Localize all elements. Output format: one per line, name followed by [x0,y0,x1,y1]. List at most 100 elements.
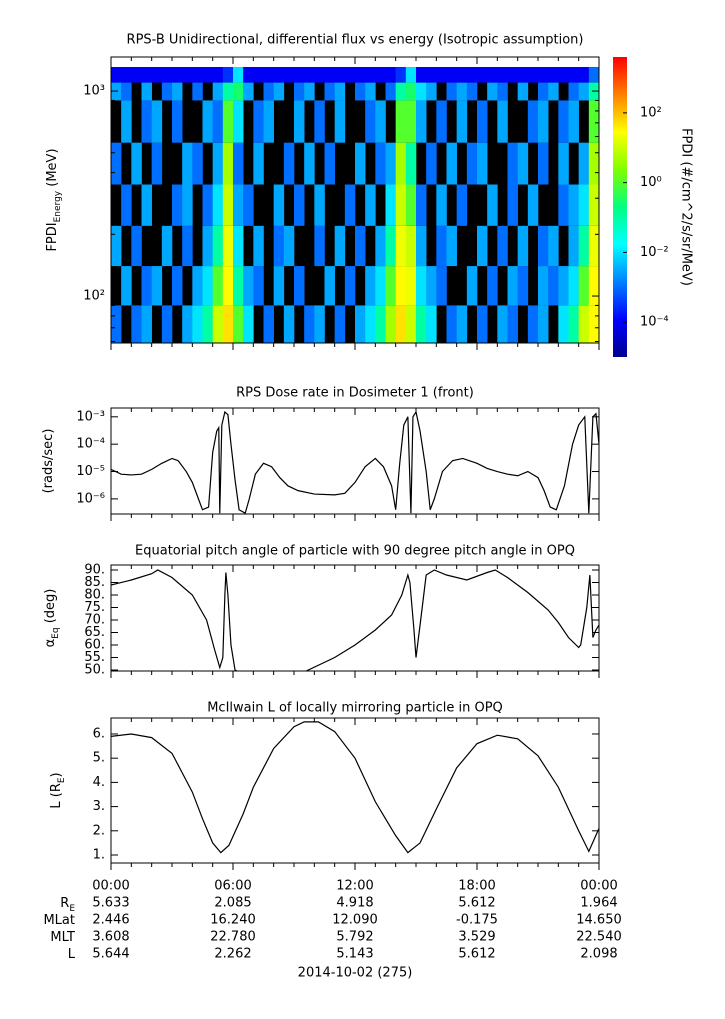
heatmap-cell [538,266,549,306]
heatmap-cell [395,305,407,343]
heatmap-cell [192,82,203,101]
heatmap-cell [578,225,590,267]
heatmap-cell [253,67,264,83]
heatmap-cell [294,82,305,101]
heatmap-cell [172,266,183,306]
y-axis-label-unit: (deg) [43,589,58,628]
heatmap-cell [568,67,579,83]
ephemeris-value: 12.090 [332,913,378,928]
heatmap-cell [375,100,386,143]
heatmap-cell [578,305,590,343]
heatmap-cell [233,184,244,226]
heatmap-cell [212,100,224,143]
ephemeris-value: 5.612 [458,896,495,911]
heatmap-cell [111,225,122,267]
heatmap-cell [121,266,132,306]
heatmap-cell [588,67,600,83]
ephemeris-label-subscript: E [69,904,75,914]
heatmap-cell [233,67,244,83]
ephemeris-value: 4.918 [336,896,373,911]
heatmap-cell [243,266,254,306]
heatmap-cell [568,184,579,226]
heatmap-cell [507,305,518,343]
heatmap-cell [395,266,407,306]
heatmap-cell [202,266,213,306]
heatmap-cell [497,67,508,83]
heatmap-cell [151,266,163,306]
heatmap-cell [405,225,417,267]
heatmap-cell [131,225,142,267]
y-tick-label: 50. [84,663,105,678]
heatmap-cell [416,184,427,226]
heatmap-cell [324,266,335,306]
heatmap-cell [416,67,427,83]
heatmap-cell [456,82,468,101]
heatmap-cell [365,67,376,83]
heatmap-cell [212,184,224,226]
heatmap-cell [588,266,600,306]
y-tick-label: 90. [84,563,105,578]
heatmap-cell [283,305,295,343]
heatmap-cell [151,100,163,143]
heatmap-cell [304,142,315,185]
heatmap-cell [304,67,315,83]
x-tick-label: 00:00 [580,879,617,894]
heatmap-cell [385,266,396,306]
ephemeris-value: 2.446 [92,913,129,928]
heatmap-cell [324,142,335,185]
heatmap-cell [395,67,407,83]
heatmap-cell [344,184,356,226]
y-tick-label: 10⁻⁴ [76,437,105,452]
heatmap-cell [111,142,122,185]
heatmap-cell [497,305,508,343]
heatmap-cell [405,305,417,343]
x-tick-label: 00:00 [92,879,129,894]
heatmap-cell [273,225,285,267]
heatmap-cell [294,67,305,83]
y-axis-label: FPDIEnergy (MeV) [45,148,63,251]
y-axis-label: L (RE) [49,772,67,808]
heatmap-cell [416,82,427,101]
heatmap-cell [527,67,539,83]
heatmap-cell [538,82,549,101]
heatmap-cell [253,225,264,267]
y-axis-label-unit: (MeV) [45,148,60,190]
heatmap-cell [355,67,366,83]
heatmap-cell [355,305,366,343]
heatmap-cell [538,100,549,143]
y-tick-label: 75. [84,600,105,615]
heatmap-cell [243,305,254,343]
heatmap-cell [558,100,569,143]
y-tick-label: 4. [93,775,105,790]
heatmap-cell [294,266,305,306]
heatmap-cell [497,82,508,101]
heatmap-cell [578,266,590,306]
heatmap-cell [527,305,539,343]
y-tick-label: 5. [93,751,105,766]
heatmap-cell [294,184,305,226]
heatmap-cell [131,142,142,185]
heatmap-cell [324,67,335,83]
heatmap-cell [283,225,295,267]
heatmap-cell [558,305,569,343]
heatmap-cell [497,225,508,267]
heatmap-cell [233,225,244,267]
heatmap-cell [385,305,396,343]
heatmap-cell [497,100,508,143]
heatmap-cell [192,142,203,185]
y-axis-label-text: FPDI [45,222,60,251]
heatmap-cell [395,225,407,267]
ephemeris-value: 14.650 [576,913,622,928]
heatmap-cell [161,305,173,343]
heatmap-cell [334,82,346,101]
colorbar [613,57,627,357]
heatmap-cell [517,266,529,306]
heatmap-cell [182,142,193,185]
heatmap-cell [222,184,234,226]
ephemeris-value: 1.964 [580,896,617,911]
heatmap-cell [416,100,427,143]
heatmap-cell [192,266,203,306]
heatmap-cell [202,100,213,143]
y-tick-label: 60. [84,638,105,653]
ephemeris-value: -0.175 [456,913,498,928]
